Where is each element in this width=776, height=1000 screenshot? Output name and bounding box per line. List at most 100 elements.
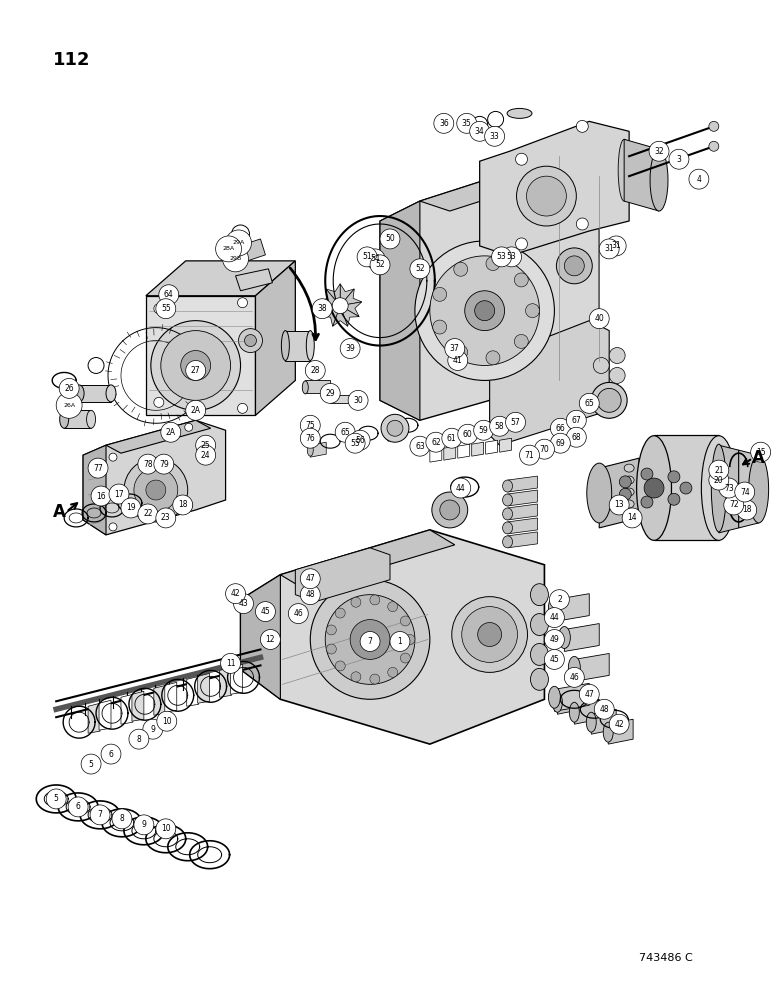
- Circle shape: [357, 247, 377, 267]
- Text: 44: 44: [549, 613, 559, 622]
- Circle shape: [173, 495, 192, 515]
- Ellipse shape: [385, 428, 391, 440]
- Circle shape: [609, 714, 629, 734]
- Polygon shape: [286, 331, 310, 361]
- Text: 69: 69: [556, 439, 565, 448]
- Circle shape: [519, 445, 539, 465]
- Circle shape: [351, 672, 361, 682]
- Ellipse shape: [624, 500, 634, 508]
- Ellipse shape: [347, 436, 353, 448]
- Circle shape: [619, 488, 632, 500]
- Circle shape: [525, 304, 539, 318]
- Polygon shape: [508, 476, 538, 492]
- Text: 59: 59: [479, 426, 489, 435]
- Ellipse shape: [559, 627, 570, 648]
- Circle shape: [289, 604, 308, 624]
- Circle shape: [255, 602, 275, 622]
- Ellipse shape: [503, 522, 513, 534]
- Polygon shape: [146, 296, 255, 415]
- Circle shape: [185, 361, 206, 380]
- Circle shape: [641, 496, 653, 508]
- Circle shape: [91, 486, 111, 506]
- Circle shape: [622, 508, 642, 528]
- Circle shape: [458, 424, 478, 444]
- Text: 6: 6: [109, 750, 113, 759]
- Text: 10: 10: [162, 717, 171, 726]
- Ellipse shape: [307, 444, 314, 456]
- Text: 8: 8: [137, 735, 141, 744]
- Polygon shape: [508, 504, 538, 520]
- Text: 9: 9: [151, 725, 155, 734]
- Polygon shape: [132, 691, 144, 721]
- Ellipse shape: [282, 331, 289, 361]
- Text: 55: 55: [350, 439, 360, 448]
- Polygon shape: [241, 530, 545, 744]
- Ellipse shape: [587, 463, 611, 523]
- Circle shape: [143, 719, 163, 739]
- Polygon shape: [380, 201, 420, 420]
- Text: 14: 14: [627, 513, 637, 522]
- Polygon shape: [83, 445, 106, 535]
- Circle shape: [370, 255, 390, 275]
- Text: 22: 22: [143, 509, 153, 518]
- Polygon shape: [310, 442, 326, 457]
- Circle shape: [237, 298, 248, 308]
- Ellipse shape: [624, 512, 634, 520]
- Polygon shape: [350, 434, 366, 449]
- Text: 51: 51: [362, 252, 372, 261]
- Circle shape: [644, 478, 664, 498]
- Text: 29A: 29A: [232, 240, 244, 245]
- Text: 52: 52: [415, 264, 424, 273]
- Circle shape: [473, 420, 494, 440]
- Text: 29: 29: [325, 389, 335, 398]
- Circle shape: [545, 649, 564, 669]
- Ellipse shape: [650, 149, 668, 211]
- Text: 45: 45: [261, 607, 270, 616]
- Circle shape: [609, 495, 629, 515]
- Text: 9: 9: [141, 820, 147, 829]
- Circle shape: [345, 433, 365, 453]
- Circle shape: [226, 584, 245, 604]
- Text: 31: 31: [611, 241, 621, 250]
- Polygon shape: [430, 448, 442, 462]
- Circle shape: [56, 392, 82, 418]
- Circle shape: [332, 298, 348, 314]
- Circle shape: [325, 595, 415, 684]
- Circle shape: [598, 388, 621, 412]
- Circle shape: [154, 304, 164, 314]
- Text: 46: 46: [293, 609, 303, 618]
- Circle shape: [641, 468, 653, 480]
- Polygon shape: [490, 321, 609, 445]
- Circle shape: [405, 635, 415, 644]
- Circle shape: [390, 632, 410, 651]
- Circle shape: [101, 744, 121, 764]
- Circle shape: [231, 225, 250, 243]
- Polygon shape: [88, 703, 100, 733]
- Circle shape: [88, 458, 108, 478]
- Text: A: A: [752, 449, 765, 467]
- Circle shape: [486, 351, 500, 365]
- Circle shape: [514, 273, 528, 287]
- Ellipse shape: [553, 692, 563, 712]
- Ellipse shape: [531, 668, 549, 690]
- Circle shape: [433, 320, 447, 334]
- Polygon shape: [508, 518, 538, 534]
- Polygon shape: [121, 694, 133, 724]
- Text: 33: 33: [490, 132, 500, 141]
- Circle shape: [387, 420, 403, 436]
- Text: 1: 1: [397, 637, 402, 646]
- Circle shape: [234, 594, 254, 614]
- Text: 64: 64: [164, 290, 174, 299]
- Text: 50: 50: [385, 234, 395, 243]
- Text: 36: 36: [439, 119, 449, 128]
- Circle shape: [490, 416, 510, 436]
- Circle shape: [156, 508, 175, 528]
- Circle shape: [400, 616, 411, 626]
- Circle shape: [350, 430, 370, 450]
- Text: 31: 31: [605, 244, 614, 253]
- Ellipse shape: [549, 686, 560, 708]
- Text: A: A: [53, 503, 66, 521]
- Circle shape: [134, 468, 178, 512]
- Polygon shape: [64, 410, 91, 428]
- Ellipse shape: [712, 444, 726, 532]
